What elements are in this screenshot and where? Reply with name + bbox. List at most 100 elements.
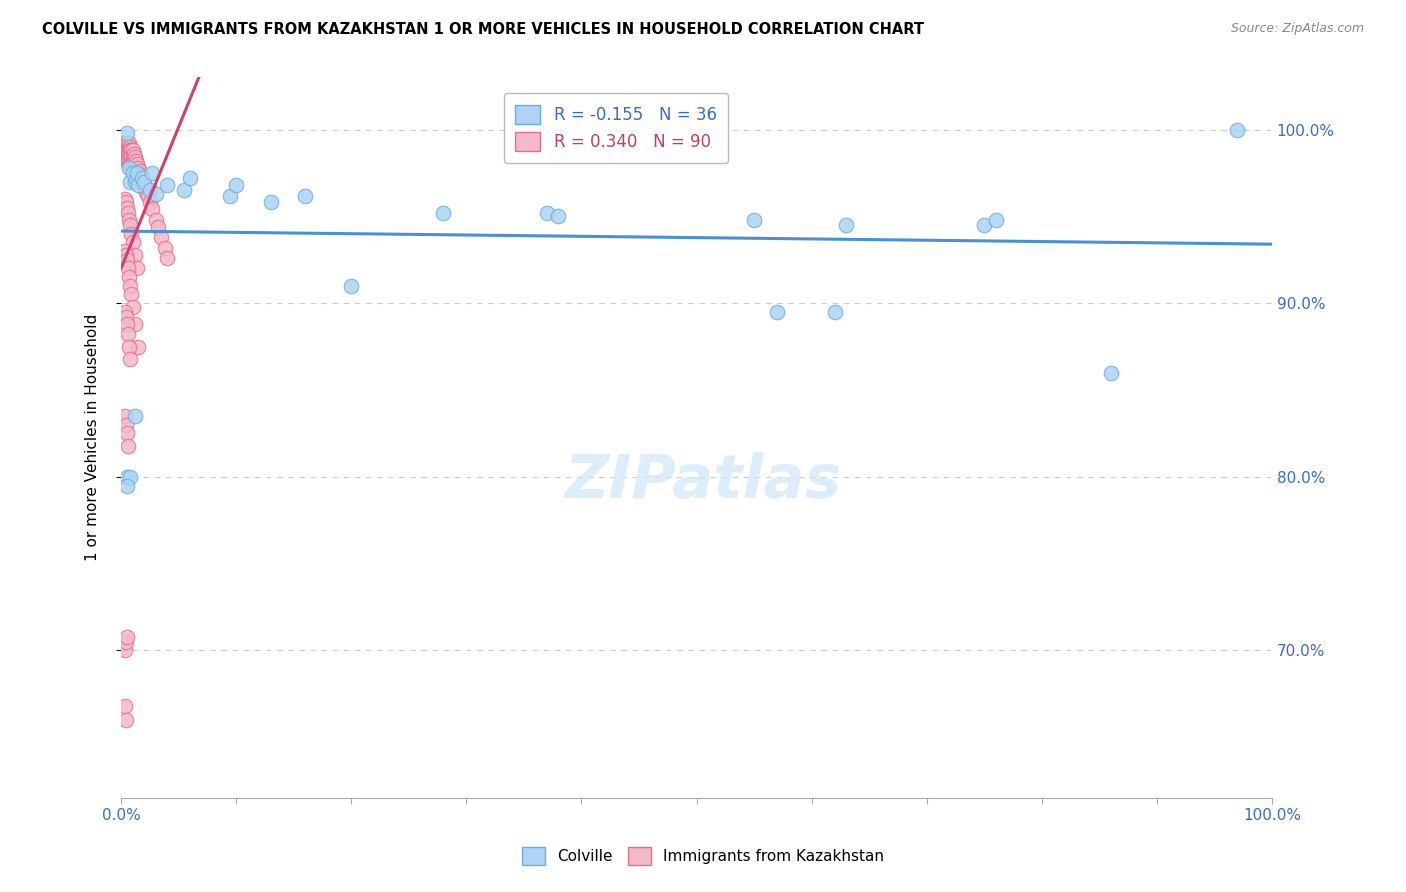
Point — [131, 171, 153, 186]
Point — [150, 230, 173, 244]
Point — [121, 144, 143, 158]
Point — [117, 140, 139, 154]
Point — [125, 161, 148, 175]
Point — [114, 148, 136, 162]
Point — [260, 195, 283, 210]
Point — [114, 247, 136, 261]
Legend: Colville, Immigrants from Kazakhstan: Colville, Immigrants from Kazakhstan — [516, 841, 890, 871]
Point — [179, 171, 201, 186]
Point — [145, 186, 167, 201]
Point — [127, 157, 149, 171]
Point — [115, 317, 138, 331]
Point — [547, 210, 569, 224]
Point — [340, 278, 363, 293]
Point — [124, 150, 146, 164]
Point — [153, 241, 176, 255]
Point — [134, 178, 156, 193]
Point — [120, 140, 142, 154]
Point — [121, 148, 143, 162]
Point — [1099, 366, 1122, 380]
Point — [114, 195, 136, 210]
Text: COLVILLE VS IMMIGRANTS FROM KAZAKHSTAN 1 OR MORE VEHICLES IN HOUSEHOLD CORRELATI: COLVILLE VS IMMIGRANTS FROM KAZAKHSTAN 1… — [42, 22, 924, 37]
Point — [114, 140, 136, 154]
Point — [115, 478, 138, 492]
Point — [122, 146, 145, 161]
Point — [115, 142, 138, 156]
Point — [120, 157, 142, 171]
Point — [117, 157, 139, 171]
Point — [124, 157, 146, 171]
Point — [114, 192, 136, 206]
Point — [121, 144, 143, 158]
Point — [121, 227, 143, 241]
Point — [294, 188, 316, 202]
Point — [114, 409, 136, 423]
Point — [128, 164, 150, 178]
Point — [742, 212, 765, 227]
Point — [122, 159, 145, 173]
Point — [141, 166, 163, 180]
Point — [117, 439, 139, 453]
Point — [219, 188, 242, 202]
Point — [117, 206, 139, 220]
Point — [973, 218, 995, 232]
Point — [127, 261, 149, 276]
Point — [120, 148, 142, 162]
Point — [173, 183, 195, 197]
Point — [115, 126, 138, 140]
Y-axis label: 1 or more Vehicles in Household: 1 or more Vehicles in Household — [86, 314, 100, 561]
Point — [824, 305, 846, 319]
Point — [117, 327, 139, 342]
Point — [124, 247, 146, 261]
Point — [114, 144, 136, 158]
Point — [120, 144, 142, 158]
Point — [120, 470, 142, 484]
Point — [115, 470, 138, 484]
Point — [121, 157, 143, 171]
Point — [121, 153, 143, 168]
Point — [124, 175, 146, 189]
Point — [984, 212, 1007, 227]
Point — [120, 175, 142, 189]
Point — [127, 340, 149, 354]
Point — [766, 305, 789, 319]
Point — [139, 195, 162, 210]
Point — [121, 235, 143, 250]
Point — [114, 417, 136, 432]
Point — [115, 146, 138, 161]
Point — [125, 171, 148, 186]
Point — [132, 175, 155, 189]
Point — [121, 166, 143, 180]
Point — [118, 142, 141, 156]
Point — [120, 218, 142, 232]
Point — [117, 148, 139, 162]
Point — [118, 212, 141, 227]
Point — [432, 206, 454, 220]
Point — [114, 144, 136, 158]
Point — [134, 175, 156, 189]
Point — [120, 278, 142, 293]
Point — [118, 270, 141, 285]
Point — [114, 148, 136, 162]
Point — [146, 219, 169, 234]
Point — [114, 305, 136, 319]
Point — [112, 136, 135, 151]
Point — [118, 161, 141, 175]
Point — [135, 185, 157, 199]
Point — [127, 166, 149, 180]
Point — [127, 166, 149, 180]
Text: Source: ZipAtlas.com: Source: ZipAtlas.com — [1230, 22, 1364, 36]
Point — [134, 181, 156, 195]
Point — [121, 161, 143, 175]
Point — [114, 699, 136, 714]
Point — [114, 140, 136, 154]
Point — [114, 634, 136, 648]
Point — [536, 206, 558, 220]
Point — [117, 144, 139, 158]
Point — [115, 153, 138, 168]
Point — [121, 287, 143, 301]
Point — [145, 212, 167, 227]
Point — [225, 178, 247, 193]
Point — [1226, 122, 1249, 136]
Point — [122, 152, 145, 166]
